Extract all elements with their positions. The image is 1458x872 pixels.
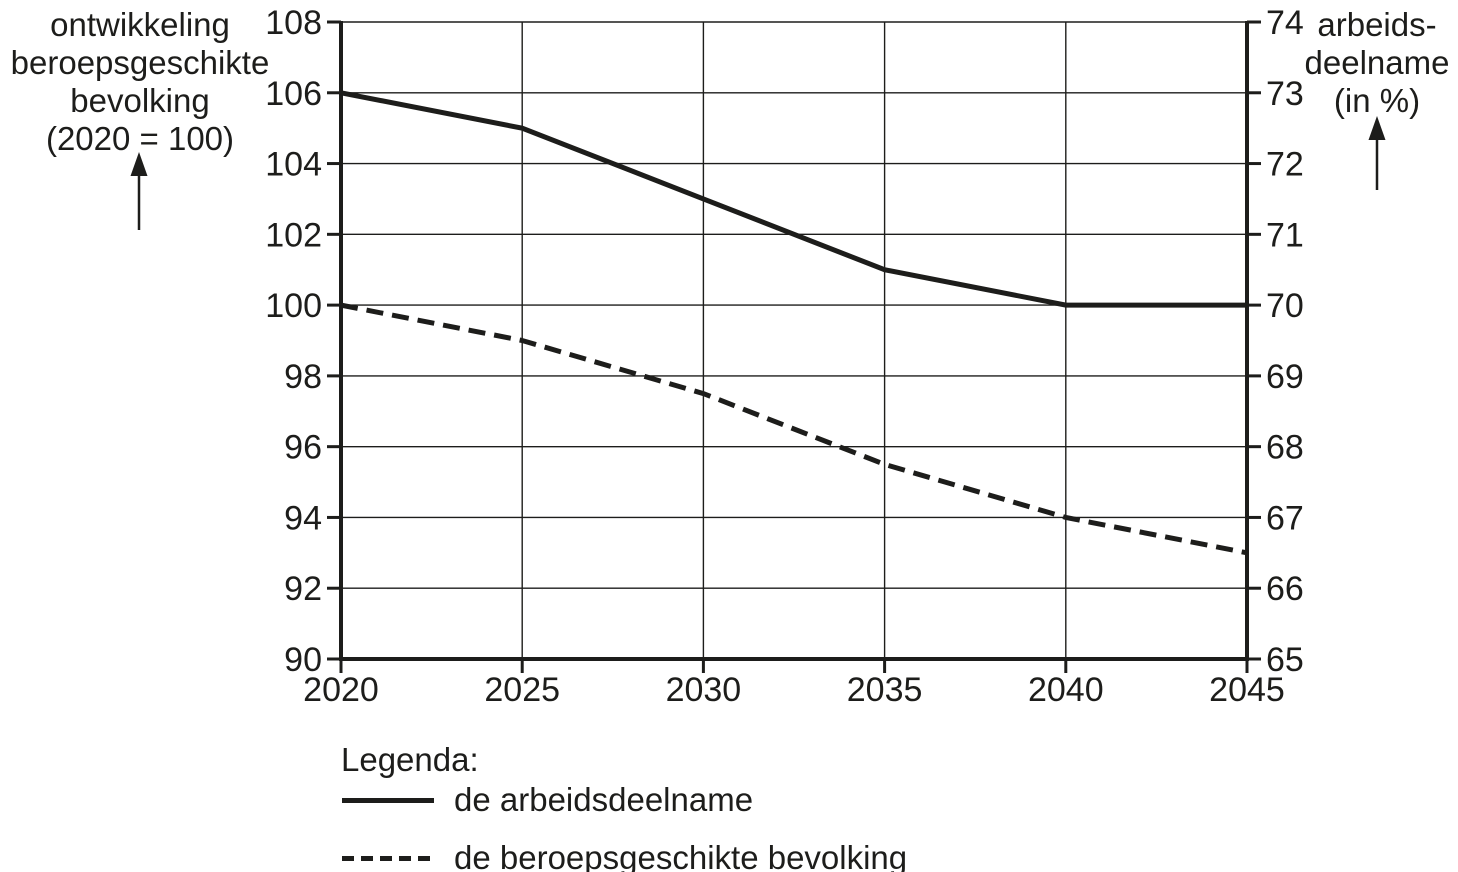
up-arrow-icon — [1368, 116, 1386, 190]
left-axis-title-line: bevolking — [70, 82, 210, 119]
series-line-solid — [340, 90, 1247, 308]
left-axis-title: ontwikkeling beroepsgeschikte bevolking … — [2, 6, 278, 158]
right-axis-tick-label: 67 — [1266, 499, 1304, 537]
left-axis-title-line: (2020 = 100) — [45, 120, 235, 157]
x-axis-tick-label: 2040 — [1028, 671, 1104, 709]
legend-entry-beroepsgeschikte-bevolking: de beroepsgeschikte bevolking — [342, 839, 907, 872]
right-axis-tick-label: 66 — [1266, 570, 1304, 608]
left-axis-title-line: ontwikkeling — [50, 6, 230, 43]
left-axis-tick-label: 96 — [284, 429, 322, 467]
right-axis-title-line: arbeids- — [1317, 6, 1437, 43]
left-axis-tick-label: 108 — [265, 4, 322, 42]
left-axis-tick-label: 98 — [284, 358, 322, 396]
right-axis-tick-label: 74 — [1266, 4, 1304, 42]
left-axis-title-line: beroepsgeschikte — [10, 44, 270, 81]
right-axis-title-line: (in %) — [1333, 82, 1421, 119]
up-arrow-icon — [130, 152, 148, 230]
right-axis-tick-label: 69 — [1266, 358, 1304, 396]
x-axis-tick-label: 2020 — [303, 671, 379, 709]
right-axis-title-line: deelname — [1304, 44, 1450, 81]
series-line-dashed — [340, 302, 1248, 556]
x-axis-tick-label: 2045 — [1209, 671, 1285, 709]
left-axis-tick-label: 92 — [284, 570, 322, 608]
left-axis-tick-label: 94 — [284, 499, 322, 537]
solid-line-sample-icon — [342, 797, 434, 803]
right-axis-tick-label: 72 — [1266, 146, 1304, 184]
left-axis-tick-label: 104 — [265, 146, 322, 184]
x-axis-tick-label: 2035 — [847, 671, 923, 709]
legend-title: Legenda: — [341, 741, 479, 778]
left-axis-tick-label: 90 — [284, 641, 322, 679]
legend-entry-label: de arbeidsdeelname — [454, 781, 754, 818]
legend-entry-arbeidsdeelname: de arbeidsdeelname — [342, 781, 753, 819]
legend-entry-label: de beroepsgeschikte bevolking — [454, 839, 908, 872]
right-axis-tick-label: 71 — [1266, 216, 1304, 254]
left-axis-tick-label: 100 — [265, 287, 322, 325]
right-axis-tick-label: 73 — [1266, 75, 1304, 113]
right-axis-tick-label: 70 — [1266, 287, 1304, 325]
left-axis-tick-label: 102 — [265, 216, 322, 254]
dashed-line-sample-icon — [342, 855, 434, 861]
right-axis-title: arbeids- deelname (in %) — [1296, 6, 1458, 120]
right-axis-tick-label: 65 — [1266, 641, 1304, 679]
x-axis-tick-label: 2025 — [484, 671, 560, 709]
x-axis-tick-label: 2030 — [666, 671, 742, 709]
right-axis-tick-label: 68 — [1266, 429, 1304, 467]
left-axis-tick-label: 106 — [265, 75, 322, 113]
